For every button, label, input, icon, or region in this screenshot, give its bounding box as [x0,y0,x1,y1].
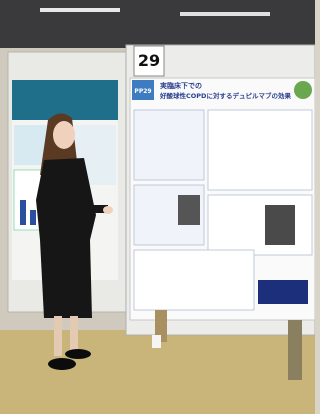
poster-title: 実臨床下での [160,81,202,90]
xray-image [178,195,200,225]
poster-section [134,110,204,180]
shoe [65,349,91,359]
face [53,121,75,149]
ceiling-light [180,12,270,16]
logo [294,81,312,99]
suit [36,158,96,318]
leg [54,316,62,356]
ceiling [0,0,315,48]
poster-chart [134,250,254,310]
board-number: 29 [138,51,160,70]
shoe [48,358,76,370]
board-stand [288,320,302,380]
hand [103,206,113,214]
poster-table [208,110,312,190]
poster-title: 好酸球性COPDに対するデュピルマブの効果 [159,91,291,100]
xray-image [265,205,295,245]
poster-header [12,80,118,120]
poster-id: PP29 [134,88,151,95]
photo: 29 PP29 実臨床下での 好酸球性COPDに対するデュピルマブの効果 [0,0,315,414]
poster-figure [30,210,36,225]
ceiling-light [40,8,120,12]
poster-section [208,195,312,255]
leg [70,316,78,352]
cup [152,335,161,348]
poster-figure [20,200,26,225]
poster-box [258,280,308,304]
